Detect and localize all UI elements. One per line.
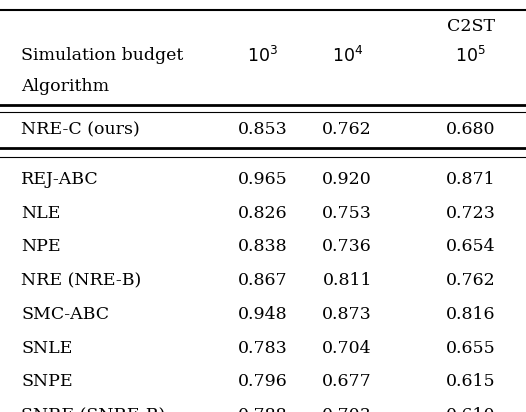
Text: 0.704: 0.704 bbox=[322, 339, 372, 357]
Text: 0.655: 0.655 bbox=[446, 339, 495, 357]
Text: 0.811: 0.811 bbox=[322, 272, 372, 289]
Text: 0.615: 0.615 bbox=[446, 373, 495, 391]
Text: 0.610: 0.610 bbox=[446, 407, 495, 412]
Text: NPE: NPE bbox=[21, 238, 60, 255]
Text: SMC-ABC: SMC-ABC bbox=[21, 306, 109, 323]
Text: 0.753: 0.753 bbox=[322, 204, 372, 222]
Text: 0.948: 0.948 bbox=[238, 306, 288, 323]
Text: NRE-C (ours): NRE-C (ours) bbox=[21, 121, 140, 138]
Text: C2ST: C2ST bbox=[447, 18, 495, 35]
Text: 0.677: 0.677 bbox=[322, 373, 372, 391]
Text: 0.838: 0.838 bbox=[238, 238, 288, 255]
Text: SNRE (SNRE-B): SNRE (SNRE-B) bbox=[21, 407, 165, 412]
Text: NLE: NLE bbox=[21, 204, 60, 222]
Text: 0.853: 0.853 bbox=[238, 121, 288, 138]
Text: 0.796: 0.796 bbox=[238, 373, 288, 391]
Text: 0.788: 0.788 bbox=[238, 407, 288, 412]
Text: 0.723: 0.723 bbox=[446, 204, 495, 222]
Text: 0.920: 0.920 bbox=[322, 171, 372, 188]
Text: $10^3$: $10^3$ bbox=[247, 46, 279, 66]
Text: Algorithm: Algorithm bbox=[21, 78, 109, 95]
Text: 0.654: 0.654 bbox=[446, 238, 495, 255]
Text: 0.762: 0.762 bbox=[322, 121, 372, 138]
Text: 0.965: 0.965 bbox=[238, 171, 288, 188]
Text: 0.703: 0.703 bbox=[322, 407, 372, 412]
Text: $10^5$: $10^5$ bbox=[456, 46, 486, 66]
Text: 0.826: 0.826 bbox=[238, 204, 288, 222]
Text: 0.871: 0.871 bbox=[446, 171, 495, 188]
Text: Simulation budget: Simulation budget bbox=[21, 47, 183, 64]
Text: SNLE: SNLE bbox=[21, 339, 73, 357]
Text: 0.816: 0.816 bbox=[446, 306, 495, 323]
Text: NRE (NRE-B): NRE (NRE-B) bbox=[21, 272, 141, 289]
Text: 0.680: 0.680 bbox=[446, 121, 495, 138]
Text: $10^4$: $10^4$ bbox=[331, 46, 363, 66]
Text: 0.736: 0.736 bbox=[322, 238, 372, 255]
Text: REJ-ABC: REJ-ABC bbox=[21, 171, 99, 188]
Text: 0.783: 0.783 bbox=[238, 339, 288, 357]
Text: 0.873: 0.873 bbox=[322, 306, 372, 323]
Text: 0.762: 0.762 bbox=[446, 272, 495, 289]
Text: 0.867: 0.867 bbox=[238, 272, 288, 289]
Text: SNPE: SNPE bbox=[21, 373, 73, 391]
